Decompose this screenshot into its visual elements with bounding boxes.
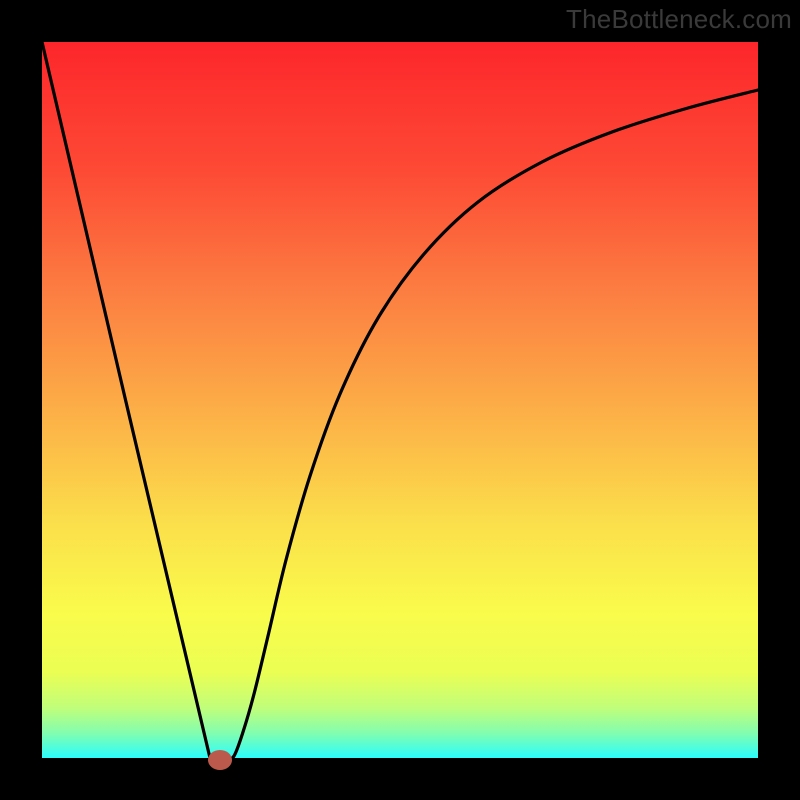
minimum-marker-dot (208, 750, 232, 770)
bottleneck-curve (0, 0, 800, 800)
chart-container: TheBottleneck.com (0, 0, 800, 800)
